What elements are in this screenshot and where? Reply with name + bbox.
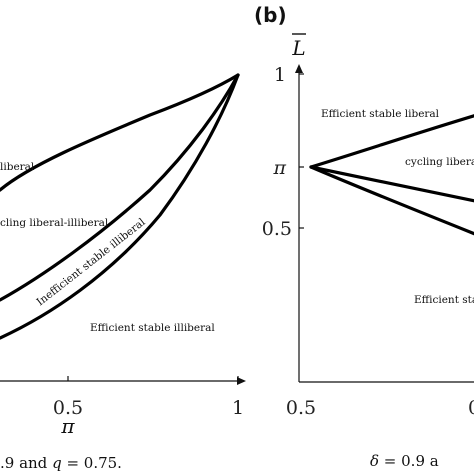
panel-b-x-tick-05: 0.5 [286,397,316,419]
panel-a-lower-curve [0,73,240,340]
panel-a-x-axis-arrow [237,377,246,385]
panel-a-region-inefficient: Inefficient stable illiberal [34,216,148,308]
panel-a-region-cycling: cling liberal-illiberal [0,217,109,229]
panel-b-x-tick-partial: 0 [468,397,474,419]
panel-b-region-cycling: cycling liberal [405,156,474,168]
panel-a-region-liberal: liberal [0,161,35,173]
panel-b-middle-curve [309,165,474,203]
panel-b: (b) L 1 π 0.5 0.5 0 Efficient stable lib… [254,3,474,470]
panel-b-y-axis-arrow [295,64,303,73]
panel-a-x-axis-label: π [60,414,75,438]
panel-b-lower-curve [309,165,474,236]
panel-a-caption: .9 and q = 0.75. [0,454,122,472]
panel-b-y-axis-label: L [291,36,305,60]
panel-a-middle-curve [0,73,240,302]
panel-b-y-tick-05: 0.5 [262,218,292,240]
panel-b-tag: (b) [254,3,287,27]
panel-b-region-efficient-liberal: Efficient stable liberal [321,108,440,120]
panel-b-y-tick-1: 1 [274,64,286,86]
panel-b-upper-curve [309,114,474,169]
panel-b-y-tick-pi: π [273,157,287,179]
panel-b-region-efficient-illiberal: Efficient stable i [414,294,474,306]
panel-a-upper-curve [0,73,240,192]
panel-a-x-tick-05: 0.5 [53,397,83,419]
panel-a: 0.5 1 π liberal cling liberal-illiberal … [0,73,246,472]
panel-b-caption: δ = 0.9 a [370,452,439,470]
panel-a-region-efficient-illiberal: Efficient stable illiberal [90,322,215,334]
panel-a-x-tick-1: 1 [232,397,244,419]
